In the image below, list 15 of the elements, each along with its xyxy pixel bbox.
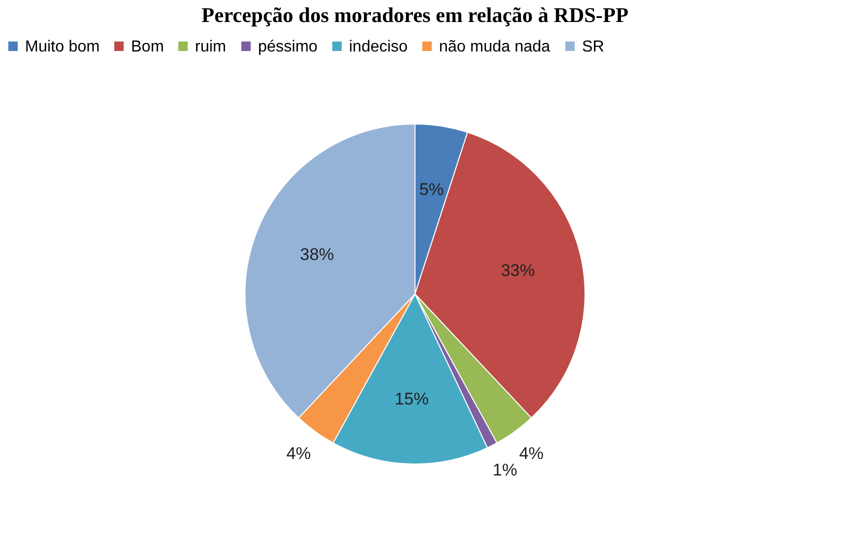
legend-label: péssimo (258, 38, 318, 56)
data-label: 5% (419, 180, 444, 199)
legend-label: SR (582, 38, 604, 56)
data-label: 38% (300, 245, 334, 264)
data-label: 33% (500, 261, 535, 280)
legend-label: Muito bom (25, 38, 100, 56)
legend-label: indeciso (349, 38, 408, 56)
legend-label: Bom (131, 38, 164, 56)
data-label: 4% (286, 444, 311, 464)
data-label: 1% (492, 460, 518, 480)
data-label: 4% (519, 444, 544, 464)
legend-label: ruim (195, 38, 226, 56)
legend-label: não muda nada (439, 38, 550, 56)
chart-title: Percepção dos moradores em relação à RDS-PP (202, 3, 629, 27)
data-label: 15% (394, 389, 429, 408)
